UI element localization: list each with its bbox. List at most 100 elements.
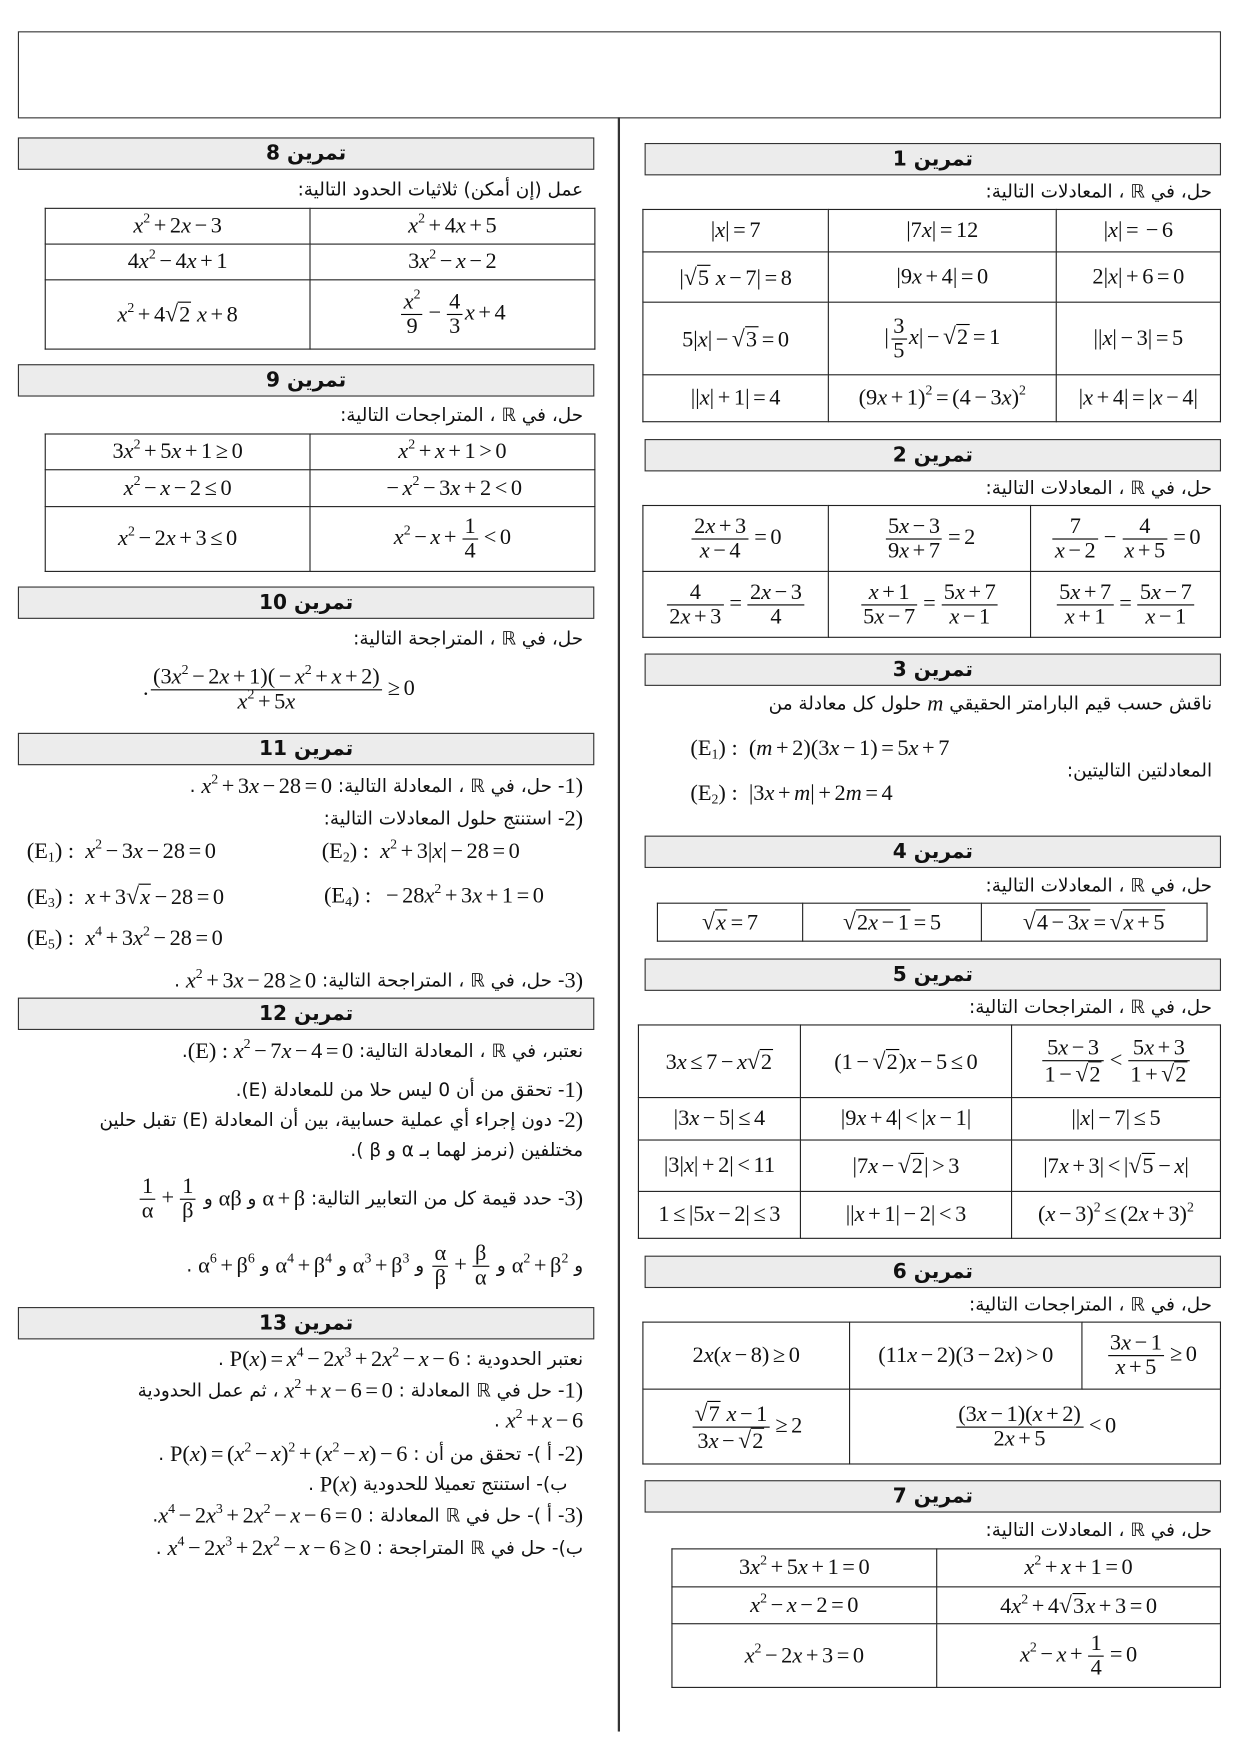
- math-expression: P(x) = x4−2x3 +2x2− x −6: [229, 1344, 460, 1372]
- math-expression: |√5 x −7| = 8: [679, 263, 792, 290]
- table-cell: x2− x −2 = 0: [671, 1586, 938, 1625]
- table-cell: x2 +4x +5: [309, 207, 596, 245]
- math-expression: 4x2 +4√3x +3 = 0: [1000, 1590, 1158, 1619]
- math-expression: 2): [564, 806, 584, 832]
- exercise-line: حل، في ℝ ، المتراجحات التالية:: [969, 994, 1212, 1021]
- table-cell: x2 + x +1 >0: [309, 433, 596, 471]
- math-expression: |7x| = 12: [906, 217, 979, 243]
- exercise-title-bar: تمرين 3: [644, 653, 1222, 686]
- math-expression: 7 x −2−4 x +5 = 0: [1050, 514, 1201, 562]
- table-cell: | 3 5 x| − √2 = 1: [827, 301, 1057, 376]
- math-expression: (E5) : x4 +3x2−28 = 0: [26, 923, 223, 952]
- text-segment: .: [186, 1254, 199, 1276]
- table-row: |x +4| = |x −4| (9x +1)2 = (4−3x)2 ||x| +1| = 4: [642, 374, 1222, 423]
- math-expression: x2 +2x −3: [133, 210, 222, 238]
- math-expression: (9x +1)2 = (4−3x)2: [858, 382, 1026, 410]
- exercise-line: 3)- حدد قيمة كل من التعابير التالية: α + β…: [137, 1175, 583, 1223]
- exercise-line: (E2) : |3x + m| +2m = 4: [690, 780, 892, 807]
- math-expression: m: [927, 691, 944, 717]
- text-segment: .: [217, 1348, 230, 1370]
- table-cell: (3x −1)(x +2) 2x +5 <0: [849, 1388, 1222, 1465]
- text-segment: نعتبر الحدودية :: [459, 1348, 584, 1370]
- exercise-line: 3)- حل، في ℝ ، المتراجحة التالية: x2 +3x −…: [174, 965, 583, 994]
- table-cell: 2x(x −8) ≥0: [642, 1321, 851, 1390]
- text-segment: و: [254, 1254, 276, 1276]
- math-expression: |x| = −6: [1103, 217, 1174, 243]
- text-segment: .: [158, 1443, 170, 1465]
- math-expression: 3x −1 x +5 ≥0: [1105, 1331, 1197, 1380]
- exercise-title-bar: تمرين 6: [644, 1255, 1222, 1289]
- table-cell: (9x +1)2 = (4−3x)2: [827, 374, 1057, 423]
- text-segment: حل، في ℝ ، المتراجحات التالية:: [969, 1293, 1213, 1315]
- text-segment: - استنتج حلول المعادلات التالية:: [323, 807, 565, 829]
- math-expression: 3): [564, 1503, 584, 1529]
- table-cell: 2|x| +6 = 0: [1055, 251, 1222, 303]
- table-row: |7x +3| < |√5− x| |7x − √2| >3 |3|x| +2| <11: [637, 1139, 1222, 1192]
- table-cell: ||x| −7| ≤5: [1010, 1097, 1222, 1141]
- exercise-table: √4−3x = √x +5 √2x −1 = 5 √x = 7: [656, 902, 1208, 942]
- math-expression: |7x − √2| >3: [852, 1151, 960, 1179]
- table-cell: 5x −3 1− √2 <5x +3 1 + √2: [1010, 1024, 1222, 1099]
- exercise-table: x2 +4x +5 x2 +2x −3 3x2− x −2 4x2−4x +1 x2 9−4 3 x +4 x2…: [44, 207, 596, 350]
- math-expression: x2 + x +1 >0: [398, 436, 507, 464]
- table-row: x2 + x +1 >0 3x2 +5x +1 ≥0: [44, 433, 596, 471]
- text-segment: و: [332, 1254, 353, 1276]
- text-segment: حل، في ℝ ، المعادلات التالية:: [985, 874, 1213, 896]
- exercise-line: حل، في ℝ ، المعادلات التالية:: [986, 475, 1213, 502]
- text-segment: و: [241, 1187, 263, 1209]
- math-expression: (E3) : x +3√x −28 = 0: [26, 882, 225, 911]
- math-expression: 1): [564, 774, 584, 799]
- math-expression: |3x −5| ≤4: [673, 1105, 766, 1131]
- math-expression: 5x −3 1− √2 <5x +3 1 + √2: [1040, 1036, 1192, 1087]
- table-cell: 4 2x +3 = 2x −3 4: [642, 570, 829, 638]
- math-expression: √2x −1 = 5: [843, 908, 942, 936]
- text-segment: حلول كل معادلة من: [768, 692, 928, 714]
- text-segment: ، ثم عمل الحدودية: [137, 1379, 285, 1401]
- exercise-line: 1)- حل، في ℝ ، المعادلة التالية: x2 +3x −2…: [190, 772, 584, 800]
- math-expression: ||x| +1| = 4: [690, 385, 781, 410]
- math-expression: 3x2− x −2: [408, 246, 497, 274]
- math-expression: x2 +3x −28 ≥0: [185, 965, 317, 994]
- exercise-line: ب)- حل في ℝ المتراجحة : x4−2x3 +2x2− x −6 ≥0…: [156, 1534, 583, 1562]
- exercise-line: حل، في ℝ ، المعادلات التالية:: [986, 179, 1213, 206]
- exercise-title-bar: تمرين 4: [644, 835, 1222, 869]
- exercise-table: x2 + x +1 = 0 3x2 +5x +1 = 0 4x2 +4√3x +3 = 0 x2− x −2 = 0 x2…: [671, 1548, 1222, 1688]
- math-expression: 3x2 +5x +1 = 0: [738, 1552, 870, 1580]
- text-segment: مختلفين (نرمز لهما بـ α و β ).: [350, 1139, 584, 1161]
- text-segment: حل، في ℝ ، المتراجحة التالية:: [353, 627, 584, 650]
- table-cell: 2x +3 x −4 = 0: [642, 504, 829, 572]
- table-cell: x +1 5x −7 = 5x +7 x −1: [827, 570, 1032, 638]
- table-row: 4x2 +4√3x +3 = 0 x2− x −2 = 0: [671, 1586, 1222, 1625]
- exercise-line: 1)- تحقق من أن 0 ليس حلا من للمعادلة (E)…: [236, 1077, 584, 1104]
- math-expression: x2 +4x +5: [408, 210, 497, 238]
- math-expression: ||x +1| −2| <3: [845, 1202, 967, 1227]
- math-expression: (E4) : −28x2 +3x +1 = 0: [323, 880, 544, 910]
- exercise-line: x2 + x −6 .: [493, 1407, 583, 1435]
- exercise-title-bar: تمرين 2: [644, 439, 1222, 472]
- table-cell: (11x −2)(3−2x) >0: [849, 1321, 1083, 1390]
- table-cell: (x −3)2 ≤ (2x +3)2: [1010, 1190, 1222, 1239]
- math-expression: x2−2x +3 = 0: [744, 1639, 865, 1668]
- table-cell: 5x +7 x +1 = 5x −7 x −1: [1029, 570, 1222, 638]
- math-expression: 1 ≤ |5x −2| ≤3: [658, 1202, 781, 1227]
- math-expression: 3x2 +5x +1 ≥0: [112, 436, 243, 464]
- exercise-line: حل، في ℝ ، المتراجحة التالية:: [353, 626, 583, 653]
- math-expression: 4 2x +3 = 2x −3 4: [665, 580, 807, 628]
- table-cell: 4x2−4x +1: [44, 243, 311, 281]
- table-cell: |3|x| +2| <11: [637, 1139, 801, 1192]
- text-segment: حل، في ℝ ، المعادلات التالية:: [985, 180, 1213, 203]
- exercise-title-bar: تمرين 5: [644, 958, 1222, 991]
- table-row: 5x −3 1− √2 <5x +3 1 + √2 (1− √2)x −5 ≤0 3x ≤7− x√2: [637, 1024, 1222, 1099]
- exercise-line: نعتبر، في ℝ ، المعادلة التالية: (E) : x2…: [182, 1037, 583, 1065]
- text-segment: .: [493, 1409, 506, 1432]
- math-expression: x2− x −2 = 0: [750, 1589, 859, 1618]
- math-expression: |9x +4| < |x −1|: [840, 1105, 972, 1131]
- table-row: ||x| −3| = 5 | 3 5 x| − √2 = 1 5|x| − √3 = 0: [642, 301, 1222, 376]
- exercise-table: 7 x −2−4 x +5 = 0 5x −3 9x +7 = 2 2x +3 x −4 = 0 5x +7 x +1 = 5x…: [642, 504, 1222, 638]
- table-cell: √7 x −1 3x − √2 ≥2: [642, 1388, 851, 1465]
- exercise-line: (E3) : x +3√x −28 = 0: [27, 883, 224, 911]
- table-cell: ||x +1| −2| <3: [799, 1190, 1013, 1239]
- math-expression: P(x): [319, 1472, 358, 1497]
- text-segment: ناقش حسب قيم البارامتر الحقيقي: [943, 692, 1213, 714]
- math-expression: (3x −1)(x +2) 2x +5 <0: [954, 1402, 1116, 1451]
